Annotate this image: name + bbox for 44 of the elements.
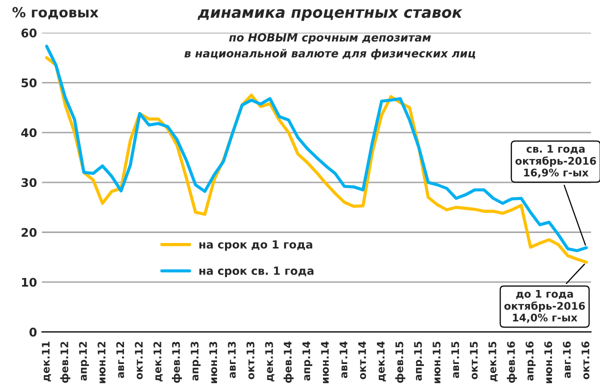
y-tick-label: 30 — [22, 178, 37, 188]
x-tick-label: дек.14 — [376, 341, 386, 382]
x-tick-label: июн.16 — [544, 342, 552, 384]
x-tick-label: дек.13 — [265, 342, 274, 382]
legend-label: на срок св. 1 года — [199, 266, 314, 278]
x-tick-label: апр.12 — [79, 342, 89, 381]
x-tick-label: дек.12 — [153, 342, 163, 382]
x-tick-label: окт.13 — [246, 342, 254, 380]
y-tick-label: 0 — [29, 328, 37, 337]
y-tick-label: 10 — [22, 278, 37, 287]
legend-label: на срок до 1 года — [199, 240, 312, 251]
x-tick-label: окт.16 — [582, 342, 590, 380]
y-tick-label: 20 — [22, 228, 37, 237]
x-tick-label: фев.15 — [395, 342, 406, 383]
y-tick-label: 40 — [21, 128, 37, 138]
x-tick-label: фев.14 — [284, 341, 294, 383]
x-tick-label: апр.14 — [302, 341, 312, 381]
x-tick-label: фев.16 — [506, 342, 517, 383]
x-tick-label: авг.13 — [228, 342, 236, 378]
x-tick-label: авг.14 — [340, 341, 348, 378]
y-axis-title: % годовых — [12, 7, 98, 20]
x-tick-label: авг.12 — [116, 342, 124, 378]
x-tick-label: фев.13 — [172, 342, 182, 383]
x-tick-label: июн.14 — [321, 341, 329, 384]
text: по НОВЫМ срочным депозитам в национальной валюте для физических лиц — [184, 33, 476, 60]
annotation: до 1 года октябрь-2016 14,0% г-ых — [504, 290, 585, 323]
chart-title: динамика процентных ставок — [198, 9, 463, 21]
x-tick-label: апр.13 — [190, 342, 201, 381]
x-tick-label: июн.13 — [209, 342, 218, 384]
x-tick-label: авг.15 — [451, 342, 460, 378]
x-tick-label: апр.15 — [414, 342, 424, 381]
annotation: св. 1 года октябрь-2016 16,9% г-ых — [515, 145, 596, 178]
x-tick-label: авг.16 — [562, 342, 571, 378]
x-tick-label: апр.16 — [526, 342, 536, 381]
x-tick-label: дек.11 — [42, 342, 51, 382]
x-tick-label: окт.14 — [358, 341, 366, 380]
x-tick-label: окт.12 — [134, 342, 143, 380]
x-tick-label: июн.15 — [432, 342, 440, 384]
y-tick-label: 50 — [22, 78, 37, 88]
x-tick-label: окт.15 — [470, 342, 478, 380]
x-tick-label: фев.12 — [60, 342, 70, 383]
x-tick-label: июн.12 — [98, 342, 106, 384]
x-tick-label: дек.15 — [488, 342, 498, 382]
y-tick-label: 60 — [21, 28, 37, 38]
